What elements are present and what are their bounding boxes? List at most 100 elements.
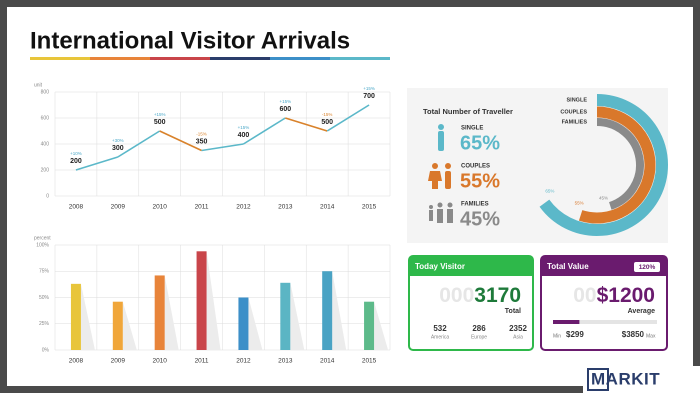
- ring-arc: [539, 94, 668, 236]
- average-total: 00$1200: [573, 284, 655, 307]
- y-axis-label: unit: [34, 82, 43, 88]
- traveller-share: 55%: [460, 170, 500, 192]
- bar: [70, 283, 81, 350]
- y-tick-label: 75%: [39, 269, 50, 275]
- ring-value-label: 65%: [545, 188, 554, 193]
- badge: 120%: [639, 264, 656, 271]
- couple-icon: [428, 171, 442, 189]
- traveller-type: FAMILIES: [461, 202, 489, 208]
- traveller-type: COUPLES: [461, 164, 490, 170]
- average-prefix: 00: [573, 284, 596, 307]
- bar: [322, 271, 333, 350]
- data-label: 350: [196, 138, 208, 145]
- x-tick-label: 2011: [195, 358, 209, 365]
- change-label: +15%: [238, 125, 250, 130]
- region-name: Asia: [513, 334, 523, 340]
- family-icon: [437, 209, 443, 223]
- title-underline: [30, 57, 390, 60]
- ring-legend: FAMILIES: [562, 119, 588, 125]
- x-tick-label: 2010: [152, 204, 167, 211]
- total-prefix: 000: [439, 284, 474, 307]
- single-icon: [438, 124, 444, 130]
- card-title: Total Value: [547, 262, 589, 271]
- y-tick-label: 0: [46, 193, 49, 199]
- average-value: $1200: [597, 284, 655, 307]
- data-label: 400: [238, 132, 250, 139]
- data-label: 300: [112, 145, 124, 152]
- logo-text: MARKIT: [591, 369, 660, 388]
- region-name: Europe: [471, 334, 487, 340]
- y-tick-label: 200: [41, 167, 50, 173]
- line-segment: [159, 130, 202, 152]
- y-tick-label: 25%: [39, 321, 50, 327]
- traveller-share: 65%: [460, 132, 500, 154]
- logo-box: [587, 368, 609, 391]
- region-value: 532: [433, 324, 447, 333]
- x-tick-label: 2008: [69, 358, 84, 365]
- change-label: -15%: [322, 112, 333, 117]
- badge-bg: [634, 262, 660, 272]
- x-tick-label: 2013: [278, 204, 293, 211]
- bar: [196, 251, 207, 350]
- bar-shadow: [164, 275, 179, 350]
- min-label: Min: [553, 333, 561, 339]
- region-name: America: [431, 334, 450, 340]
- bar-shadow: [206, 251, 221, 350]
- family-icon: [437, 202, 443, 208]
- visitor-total: 0003170: [439, 284, 521, 307]
- average-label: Average: [628, 308, 655, 315]
- x-tick-label: 2014: [320, 358, 335, 365]
- couple-icon: [445, 171, 451, 189]
- logo: MARKIT: [583, 366, 700, 393]
- x-tick-label: 2015: [362, 204, 377, 211]
- line-segment: [117, 130, 161, 158]
- family-icon: [447, 209, 453, 223]
- x-tick-label: 2010: [152, 358, 167, 365]
- card-title: Today Visitor: [415, 262, 465, 271]
- progress-track: [553, 320, 657, 324]
- y-tick-label: 800: [41, 89, 50, 95]
- underline-segment: [30, 57, 90, 60]
- total-value: 3170: [474, 284, 521, 307]
- family-icon: [447, 202, 453, 208]
- change-label: +15%: [279, 99, 291, 104]
- x-tick-label: 2011: [195, 204, 209, 211]
- bar-shadow: [290, 282, 305, 350]
- underline-segment: [90, 57, 150, 60]
- line-segment: [326, 104, 370, 132]
- change-label: -15%: [196, 132, 207, 137]
- change-label: +15%: [363, 86, 375, 91]
- bar: [238, 297, 249, 350]
- bar: [364, 301, 375, 350]
- y-tick-label: 100%: [36, 242, 49, 248]
- x-tick-label: 2013: [278, 358, 293, 365]
- underline-segment: [210, 57, 270, 60]
- data-label: 700: [363, 93, 375, 100]
- ring-arc: [578, 106, 656, 224]
- line-segment: [243, 117, 286, 145]
- bar-chart: 0% 25% 50% 75% 100%percent 2008 2009 2010 2011 20…: [34, 235, 391, 365]
- x-tick-label: 2015: [362, 358, 377, 365]
- traveller-icons: [428, 124, 453, 223]
- panel-title: Total Number of Traveller: [423, 107, 513, 116]
- region-value: 286: [472, 324, 486, 333]
- y-tick-label: 400: [41, 141, 50, 147]
- y-tick-label: 0%: [42, 347, 50, 353]
- logo-bg: [583, 366, 700, 393]
- single-icon: [438, 131, 444, 151]
- family-icon: [429, 210, 433, 221]
- ring-legend: SINGLE: [567, 97, 588, 103]
- max-label: Max: [646, 333, 656, 339]
- data-label: 200: [70, 158, 82, 165]
- ring-arc: [596, 118, 644, 210]
- ring-value-label: 45%: [599, 196, 608, 201]
- couple-icon: [445, 163, 451, 169]
- traveller-share: 45%: [460, 208, 500, 230]
- x-tick-label: 2009: [111, 204, 126, 211]
- data-label: 600: [279, 106, 291, 113]
- underline-segment: [330, 57, 390, 60]
- data-label: 500: [154, 119, 166, 126]
- bar-shadow: [122, 301, 137, 350]
- bar-shadow: [248, 297, 263, 350]
- change-label: +15%: [154, 112, 166, 117]
